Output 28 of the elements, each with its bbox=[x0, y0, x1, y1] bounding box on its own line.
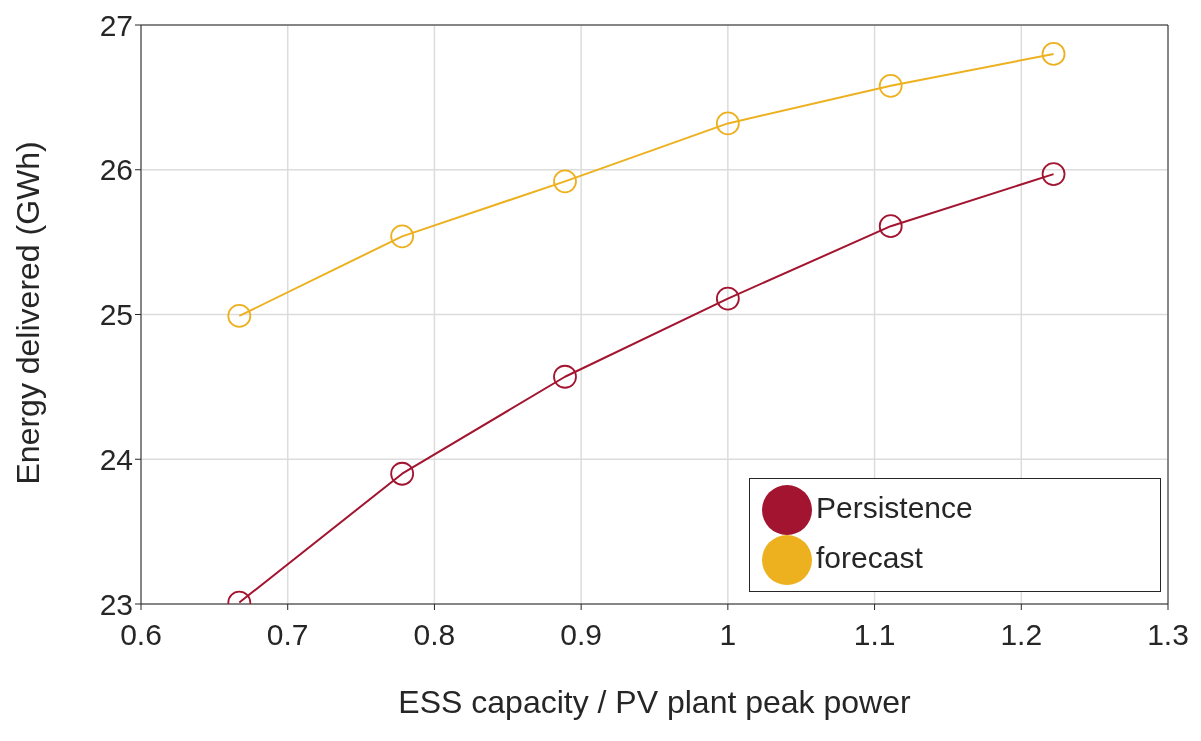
y-tick-label: 26 bbox=[99, 153, 133, 187]
y-tick-label: 25 bbox=[99, 298, 133, 332]
legend-label: Persistence bbox=[816, 490, 973, 524]
point bbox=[1041, 42, 1066, 66]
x-tick-label: 0.8 bbox=[413, 618, 456, 652]
point bbox=[878, 73, 903, 98]
y-tick-label: 27 bbox=[99, 8, 133, 42]
x-tick-label: 0.6 bbox=[120, 618, 162, 652]
point bbox=[390, 461, 415, 486]
x-axis-title: ESS capacity / PV plant peak power bbox=[398, 684, 911, 720]
x-tick-label: 0.9 bbox=[560, 618, 602, 652]
point bbox=[390, 224, 415, 249]
y-tick-label: 24 bbox=[99, 442, 133, 476]
point bbox=[715, 286, 740, 311]
point bbox=[553, 169, 577, 194]
x-tick-label: 0.7 bbox=[266, 618, 309, 652]
point bbox=[553, 364, 577, 389]
point bbox=[227, 304, 252, 328]
x-tick-label: 1 bbox=[719, 618, 737, 652]
x-tick-label: 1.1 bbox=[853, 618, 896, 652]
x-tick-label: 1.2 bbox=[1000, 618, 1043, 652]
point bbox=[715, 111, 740, 136]
point bbox=[1041, 162, 1066, 186]
legend-label: forecast bbox=[816, 540, 923, 574]
x-tick-label: 1.3 bbox=[1147, 618, 1189, 652]
y-axis-title: Energy delivered (GWh) bbox=[10, 141, 47, 485]
point bbox=[878, 214, 903, 239]
y-tick-label: 23 bbox=[99, 587, 133, 621]
